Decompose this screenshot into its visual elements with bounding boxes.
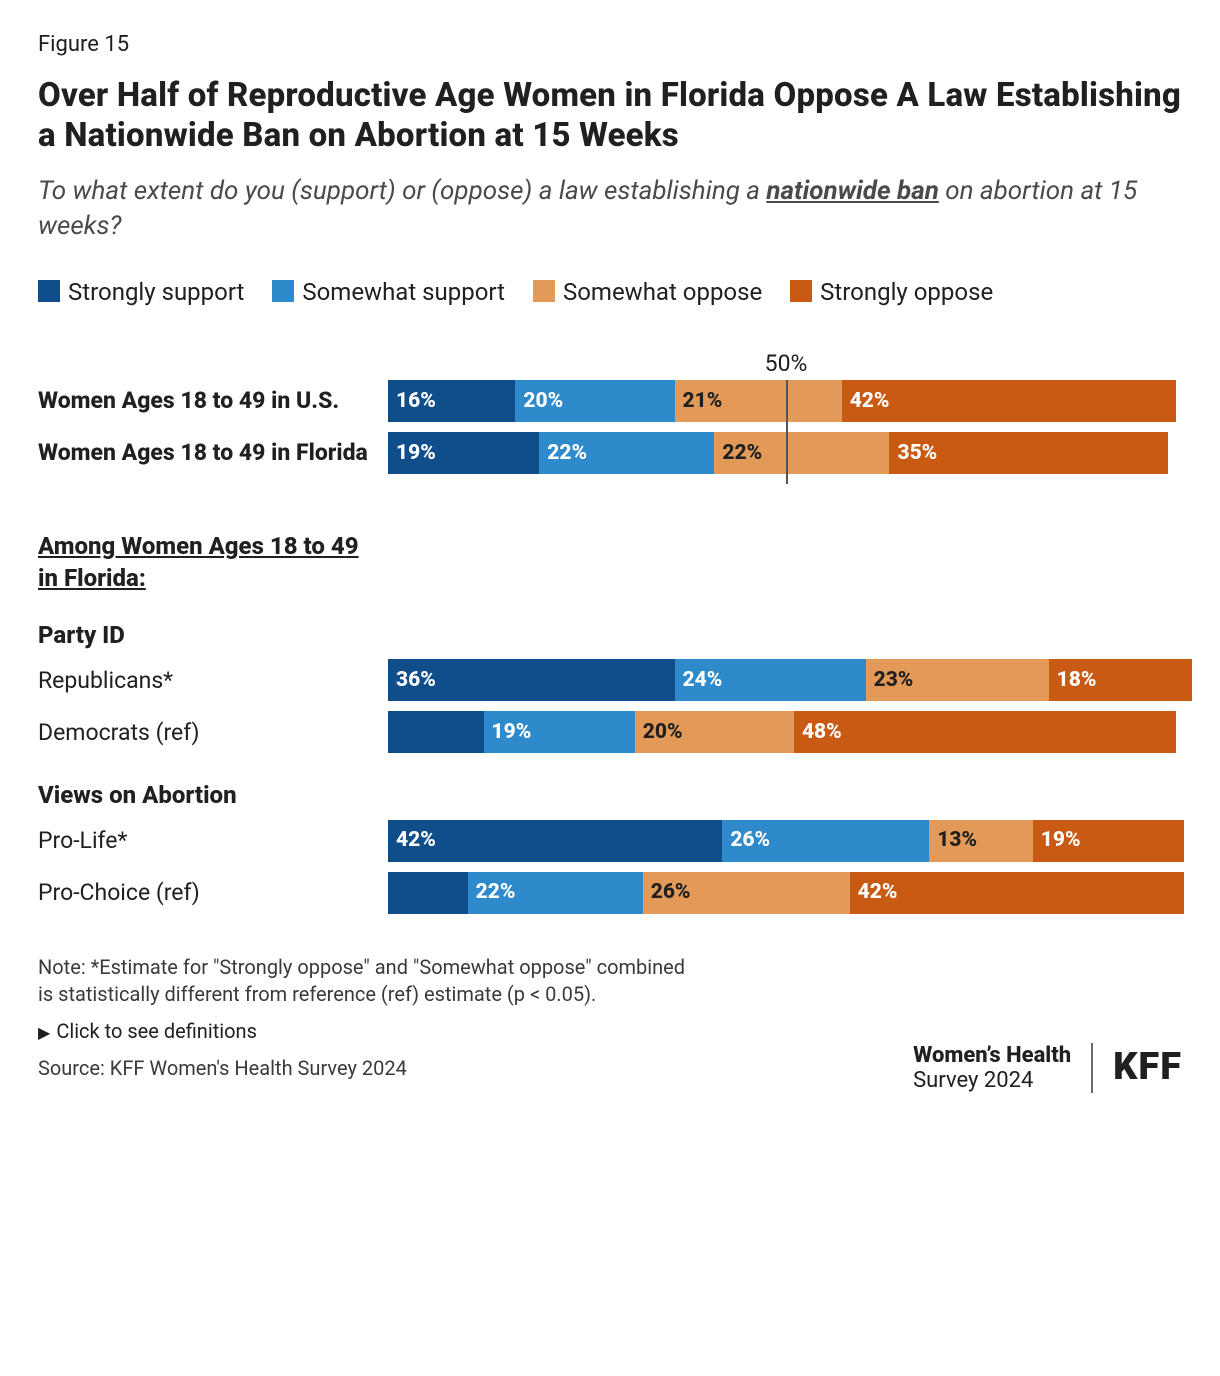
row-label: Pro-Choice (ref) [38,877,388,908]
legend-swatch [272,280,294,302]
bar-segment: 35% [889,432,1168,474]
stacked-bar: 19%22%22%35% [388,432,1168,474]
legend-swatch [38,280,60,302]
subtitle-pre: To what extent do you (support) or (oppo… [38,176,766,206]
row-label: Democrats (ref) [38,717,388,748]
row-label: Republicans* [38,665,388,696]
legend-item: Strongly oppose [790,278,993,306]
bar-segment: 24% [675,659,866,701]
subtitle-underline: nationwide ban [766,176,938,206]
group-title: Party ID [38,619,388,651]
bar-segment: 42% [850,872,1184,914]
bar-segment: 20% [515,380,674,422]
bar-segment: 48% [794,711,1176,753]
axis-tick-line [786,380,788,484]
bar-segment: 18% [1049,659,1192,701]
legend-swatch [790,280,812,302]
section-subhead: Among Women Ages 18 to 49 in Florida: [38,530,388,595]
legend-item: Strongly support [38,278,244,306]
bar-segment: 16% [388,380,515,422]
bar-segment: 42% [842,380,1176,422]
row-label: Women Ages 18 to 49 in Florida [38,437,388,468]
bar-container: 19%20%48% [388,711,1182,753]
footer: Women’s Health Survey 2024 KFF [38,1034,1182,1094]
bar-segment: 22% [539,432,714,474]
bar-container: 36%24%23%18% [388,659,1182,701]
figure-number: Figure 15 [38,30,1182,60]
bar-segment: 42% [388,820,722,862]
bar-row: Democrats (ref)19%20%48% [38,711,1182,753]
bar-row: Women Ages 18 to 49 in U.S.16%20%21%42% [38,380,1182,422]
chart-title: Over Half of Reproductive Age Women in F… [38,76,1182,157]
brand-block: Women’s Health Survey 2024 KFF [913,1042,1182,1093]
bar-container: 19%22%22%35% [388,432,1182,474]
stacked-bar: 42%26%13%19% [388,820,1184,862]
bar-row: Republicans*36%24%23%18% [38,659,1182,701]
bar-segment: 19% [1033,820,1184,862]
bar-segment: 36% [388,659,675,701]
legend: Strongly support Somewhat support Somewh… [38,270,1182,316]
bar-segment [388,872,468,914]
brand-divider [1091,1043,1093,1093]
legend-label: Strongly support [68,278,244,306]
row-label: Women Ages 18 to 49 in U.S. [38,385,388,416]
bar-container: 22%26%42% [388,872,1182,914]
legend-label: Somewhat oppose [563,278,762,306]
group-title: Views on Abortion [38,779,388,811]
bar-segment: 26% [643,872,850,914]
stacked-bar: 19%20%48% [388,711,1176,753]
axis-tick-label: 50% [765,348,808,379]
bar-segment: 23% [866,659,1049,701]
stacked-bar: 16%20%21%42% [388,380,1176,422]
chart-subtitle: To what extent do you (support) or (oppo… [38,174,1182,244]
legend-item: Somewhat support [272,278,505,306]
brand-line2: Survey 2024 [913,1068,1033,1093]
bar-segment: 22% [714,432,889,474]
bar-segment: 22% [468,872,643,914]
stacked-bar: 36%24%23%18% [388,659,1192,701]
bar-segment: 21% [675,380,842,422]
bar-segment: 19% [484,711,635,753]
bar-container: 16%20%21%42% [388,380,1182,422]
bar-segment: 20% [635,711,794,753]
legend-item: Somewhat oppose [533,278,762,306]
bar-container: 42%26%13%19% [388,820,1182,862]
bar-row: Pro-Choice (ref)22%26%42% [38,872,1182,914]
bar-segment: 19% [388,432,539,474]
legend-label: Somewhat support [302,278,505,306]
kff-logo: KFF [1113,1042,1182,1093]
brand-line1: Women’s Health [913,1043,1071,1068]
legend-label: Strongly oppose [820,278,993,306]
stacked-bar-chart: 50%Women Ages 18 to 49 in U.S.16%20%21%4… [38,350,1182,914]
stacked-bar: 22%26%42% [388,872,1184,914]
row-label: Pro-Life* [38,825,388,856]
bar-segment: 13% [929,820,1032,862]
chart-note: Note: *Estimate for "Strongly oppose" an… [38,954,698,1008]
bar-row: Women Ages 18 to 49 in Florida19%22%22%3… [38,432,1182,474]
bar-segment [388,711,484,753]
legend-swatch [533,280,555,302]
bar-segment: 26% [722,820,929,862]
bar-row: Pro-Life*42%26%13%19% [38,820,1182,862]
